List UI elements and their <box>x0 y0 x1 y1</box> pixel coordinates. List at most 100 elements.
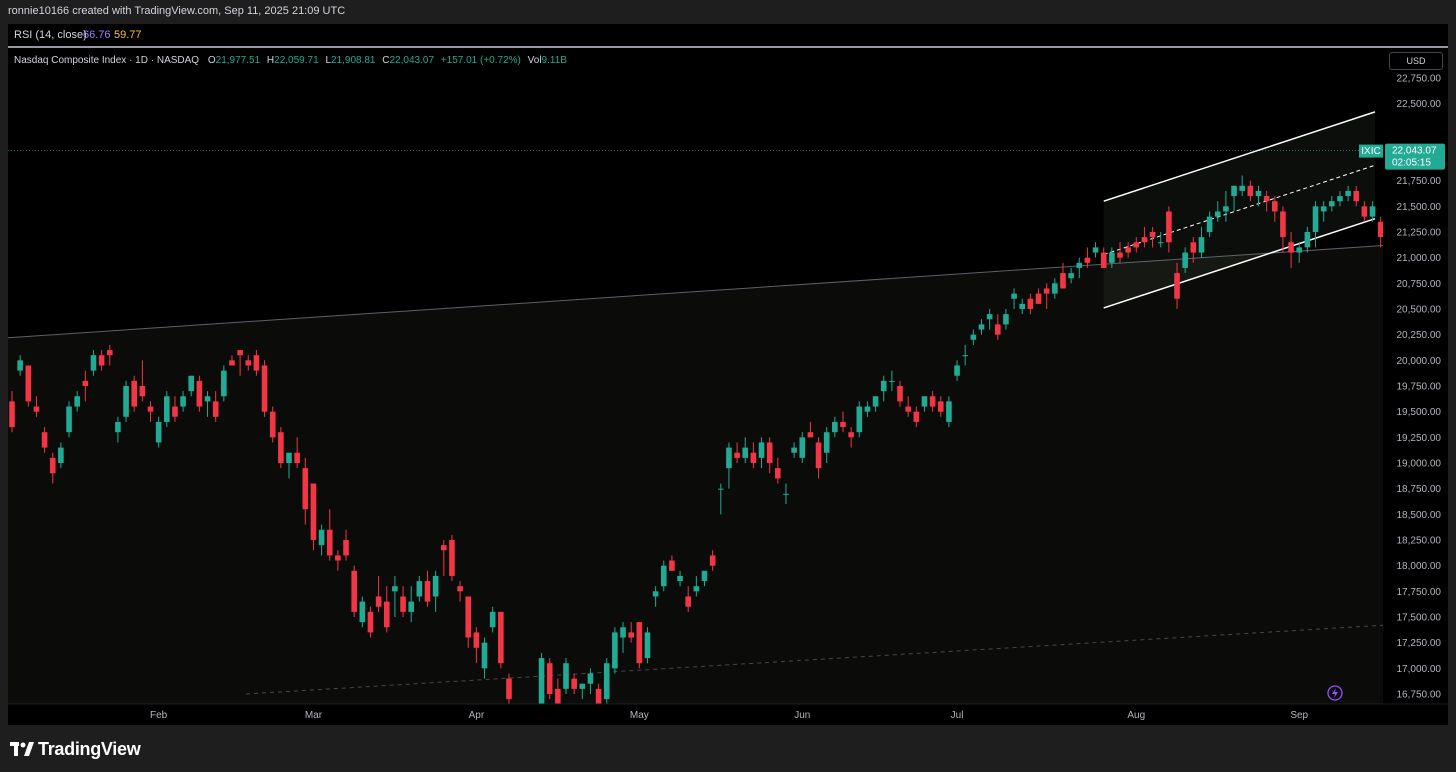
pane-divider[interactable] <box>8 46 1448 48</box>
candle[interactable] <box>163 396 170 422</box>
candle[interactable] <box>188 375 195 392</box>
candle[interactable] <box>864 406 871 412</box>
candle[interactable] <box>571 678 577 689</box>
lower-dashed-trendline[interactable] <box>245 624 1384 695</box>
candle[interactable] <box>1019 303 1026 309</box>
candle[interactable] <box>498 611 504 664</box>
channel-lower-line[interactable] <box>1103 217 1376 309</box>
candle[interactable] <box>791 447 797 453</box>
candle[interactable] <box>1280 211 1286 238</box>
candle[interactable] <box>595 688 602 705</box>
candle[interactable] <box>58 447 64 463</box>
candle[interactable] <box>946 401 952 422</box>
channel-median-line[interactable] <box>1103 164 1376 256</box>
candle[interactable] <box>1329 201 1335 207</box>
candle[interactable] <box>970 334 977 340</box>
candle[interactable] <box>905 406 911 412</box>
candle[interactable] <box>1369 206 1376 217</box>
candle[interactable] <box>799 437 806 458</box>
candle[interactable] <box>693 586 700 592</box>
candle[interactable] <box>669 560 675 571</box>
candle[interactable] <box>82 380 89 386</box>
candle[interactable] <box>1166 211 1172 243</box>
candle[interactable] <box>1312 206 1319 232</box>
candle[interactable] <box>204 396 211 402</box>
candle[interactable] <box>742 447 749 458</box>
candle[interactable] <box>1117 252 1123 258</box>
candle[interactable] <box>978 324 985 330</box>
candle[interactable] <box>1052 283 1058 294</box>
candle[interactable] <box>954 365 960 376</box>
candle[interactable] <box>196 380 203 407</box>
candle[interactable] <box>1247 185 1254 197</box>
candle[interactable] <box>815 442 822 469</box>
candle[interactable] <box>644 632 651 659</box>
candle[interactable] <box>98 355 105 366</box>
candle[interactable] <box>1320 206 1327 212</box>
candle[interactable] <box>416 581 423 597</box>
chart-panel[interactable]: RSI (14, close) 66.76 59.77 16,750.00 17,… <box>8 24 1448 725</box>
candle[interactable] <box>1011 293 1017 299</box>
candle[interactable] <box>1076 262 1083 268</box>
candle[interactable] <box>1068 273 1074 279</box>
candle[interactable] <box>261 365 268 412</box>
candle[interactable] <box>848 432 854 438</box>
candle[interactable] <box>1353 190 1360 202</box>
candle[interactable] <box>1223 206 1229 212</box>
candle[interactable] <box>1133 242 1140 248</box>
candle[interactable] <box>758 442 765 458</box>
candle[interactable] <box>1296 247 1303 253</box>
candle[interactable] <box>555 688 561 705</box>
candle[interactable] <box>1206 216 1213 232</box>
candle[interactable] <box>1003 314 1009 325</box>
candle[interactable] <box>840 421 846 428</box>
candle[interactable] <box>1239 185 1245 191</box>
candle[interactable] <box>1345 190 1351 197</box>
candle[interactable] <box>155 421 162 443</box>
candle[interactable] <box>9 401 15 428</box>
candle[interactable] <box>343 540 349 556</box>
candle[interactable] <box>1288 242 1294 253</box>
candle[interactable] <box>408 601 415 612</box>
candle[interactable] <box>278 432 284 463</box>
candle[interactable] <box>481 642 488 669</box>
candle[interactable] <box>49 457 56 474</box>
price-chart[interactable]: 16,750.00 17,000.00 17,250.00 17,500.00 17,7… <box>8 24 1448 725</box>
candle[interactable] <box>245 360 252 366</box>
candle[interactable] <box>872 396 879 407</box>
candle[interactable] <box>677 575 683 582</box>
candle[interactable] <box>147 406 154 412</box>
candle[interactable] <box>41 432 48 448</box>
candle[interactable] <box>579 683 586 689</box>
candle[interactable] <box>506 678 512 700</box>
candle[interactable] <box>1182 252 1188 268</box>
candle[interactable] <box>449 540 455 576</box>
candle[interactable] <box>1198 237 1205 253</box>
candle[interactable] <box>1043 288 1050 294</box>
candle[interactable] <box>832 421 838 433</box>
candle[interactable] <box>489 611 496 628</box>
candle[interactable] <box>465 596 472 638</box>
candle[interactable] <box>1109 252 1115 263</box>
candle[interactable] <box>1214 211 1221 217</box>
candle[interactable] <box>17 360 23 371</box>
time-axis[interactable] <box>8 704 1448 725</box>
candle[interactable] <box>880 380 887 392</box>
candle[interactable] <box>1304 232 1311 248</box>
candle[interactable] <box>123 386 129 417</box>
candle[interactable] <box>351 570 357 612</box>
candle[interactable] <box>33 406 40 412</box>
candle[interactable] <box>66 406 72 433</box>
candle[interactable] <box>628 632 634 638</box>
candle[interactable] <box>726 447 732 469</box>
candle[interactable] <box>335 555 341 561</box>
candle[interactable] <box>269 411 276 438</box>
candle[interactable] <box>131 380 138 407</box>
candle[interactable] <box>74 396 80 407</box>
candle[interactable] <box>734 452 740 458</box>
candle[interactable] <box>392 586 398 592</box>
candle[interactable] <box>717 488 724 490</box>
candle[interactable] <box>294 452 300 463</box>
candle[interactable] <box>1035 293 1042 304</box>
candle[interactable] <box>326 529 333 556</box>
